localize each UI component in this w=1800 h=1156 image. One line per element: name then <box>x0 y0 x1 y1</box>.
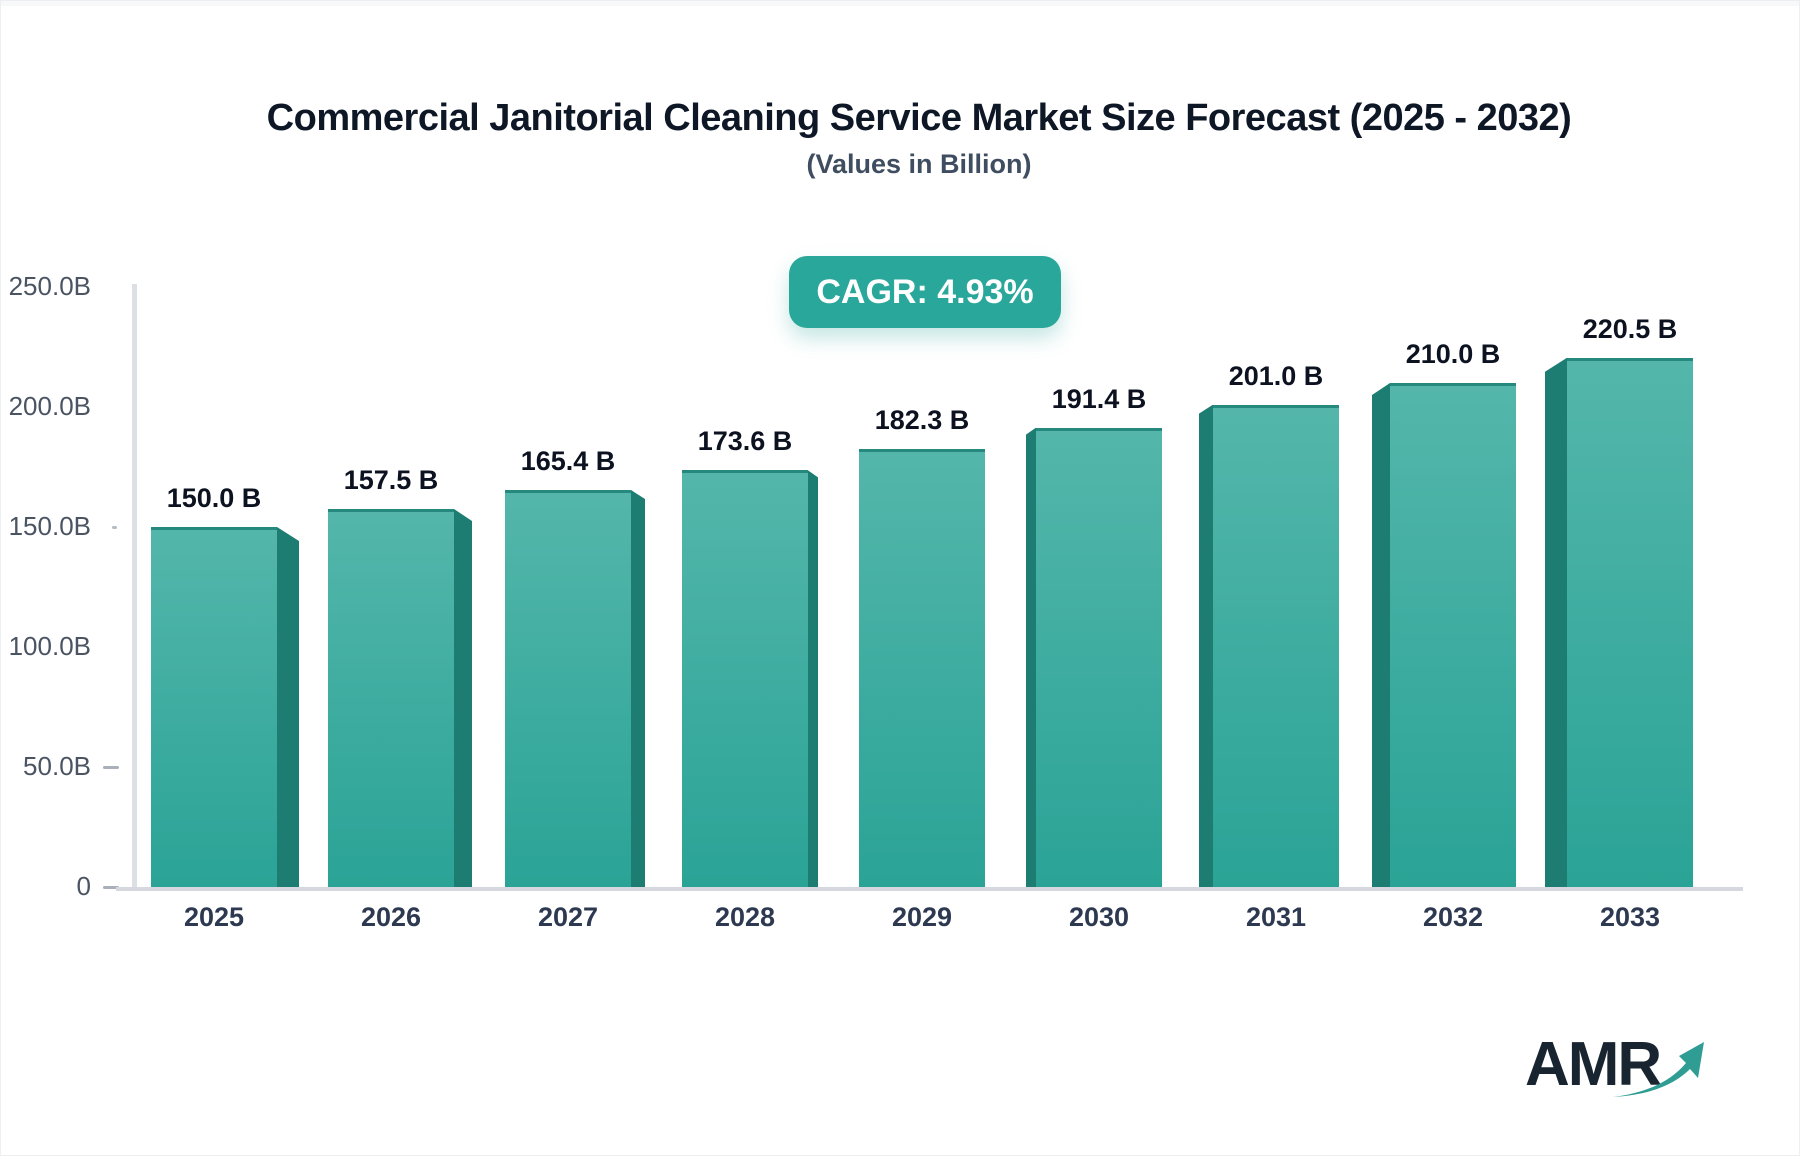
x-axis-label: 2030 <box>1068 902 1130 932</box>
bar-value-label: 173.6 B <box>697 426 793 457</box>
bar-value-label: 220.5 B <box>1582 313 1678 344</box>
cagr-badge: CAGR: 4.93% <box>789 256 1061 328</box>
bar-face-2030 <box>1036 427 1162 889</box>
x-axis-label: 2025 <box>183 902 245 932</box>
bar-side-2028 <box>808 470 818 889</box>
x-axis-label: 2031 <box>1245 902 1307 932</box>
bar-value-label: 157.5 B <box>343 465 439 495</box>
top-edge-strip <box>1 1 1799 6</box>
bar-value-label: 191.4 B <box>1051 383 1147 414</box>
x-axis-label: 2032 <box>1422 902 1484 932</box>
y-axis-tick <box>112 526 117 529</box>
growth-arrow-icon <box>1613 1042 1704 1097</box>
y-axis-tick <box>103 886 119 889</box>
bar-face-2025 <box>151 527 277 889</box>
y-axis-label: 50.0B <box>23 751 91 781</box>
chart-title: Commercial Janitorial Cleaning Service M… <box>266 97 1572 139</box>
bar-value-label: 182.3 B <box>874 405 970 436</box>
y-axis-tick <box>103 766 119 769</box>
bar-side-2031 <box>1199 404 1213 889</box>
y-axis-label: 250.0B <box>8 271 91 301</box>
y-axis-line <box>132 284 137 891</box>
x-axis-baseline <box>116 887 1743 891</box>
x-axis-label: 2028 <box>714 902 776 932</box>
amr-logo-text: AMR <box>1525 1030 1662 1099</box>
bar-side-2032 <box>1372 383 1390 889</box>
bar-side-2027 <box>631 490 645 889</box>
x-axis-label: 2027 <box>537 902 599 932</box>
chart-subtitle: (Values in Billion) <box>806 149 1032 179</box>
bar-face-2026 <box>328 509 454 889</box>
bar-value-label: 165.4 B <box>520 446 616 477</box>
y-axis-label: 200.0B <box>8 391 91 421</box>
bar-side-2025 <box>277 527 299 889</box>
y-axis-label: 0 <box>76 871 91 901</box>
y-axis-label: 150.0B <box>8 511 91 541</box>
bar-side-2033 <box>1545 357 1567 889</box>
bar-side-2026 <box>454 509 472 889</box>
bar-face-2031 <box>1213 404 1339 889</box>
x-axis-label: 2033 <box>1599 902 1661 932</box>
bar-face-2032 <box>1390 383 1516 889</box>
amr-logo: AMR <box>1525 1029 1725 1109</box>
bar-face-2033 <box>1567 357 1693 889</box>
x-axis-label: 2026 <box>360 902 422 932</box>
bar-face-2027 <box>505 490 631 889</box>
bar-side-2030 <box>1026 427 1036 889</box>
bar-value-label: 210.0 B <box>1405 339 1501 369</box>
bar-face-2028 <box>682 470 808 889</box>
bar-value-label: 201.0 B <box>1228 360 1324 391</box>
bar-face-2029 <box>859 449 985 889</box>
y-axis-label: 100.0B <box>8 631 91 661</box>
x-axis-label: 2029 <box>891 902 953 932</box>
bar-value-label: 150.0 B <box>166 483 262 513</box>
